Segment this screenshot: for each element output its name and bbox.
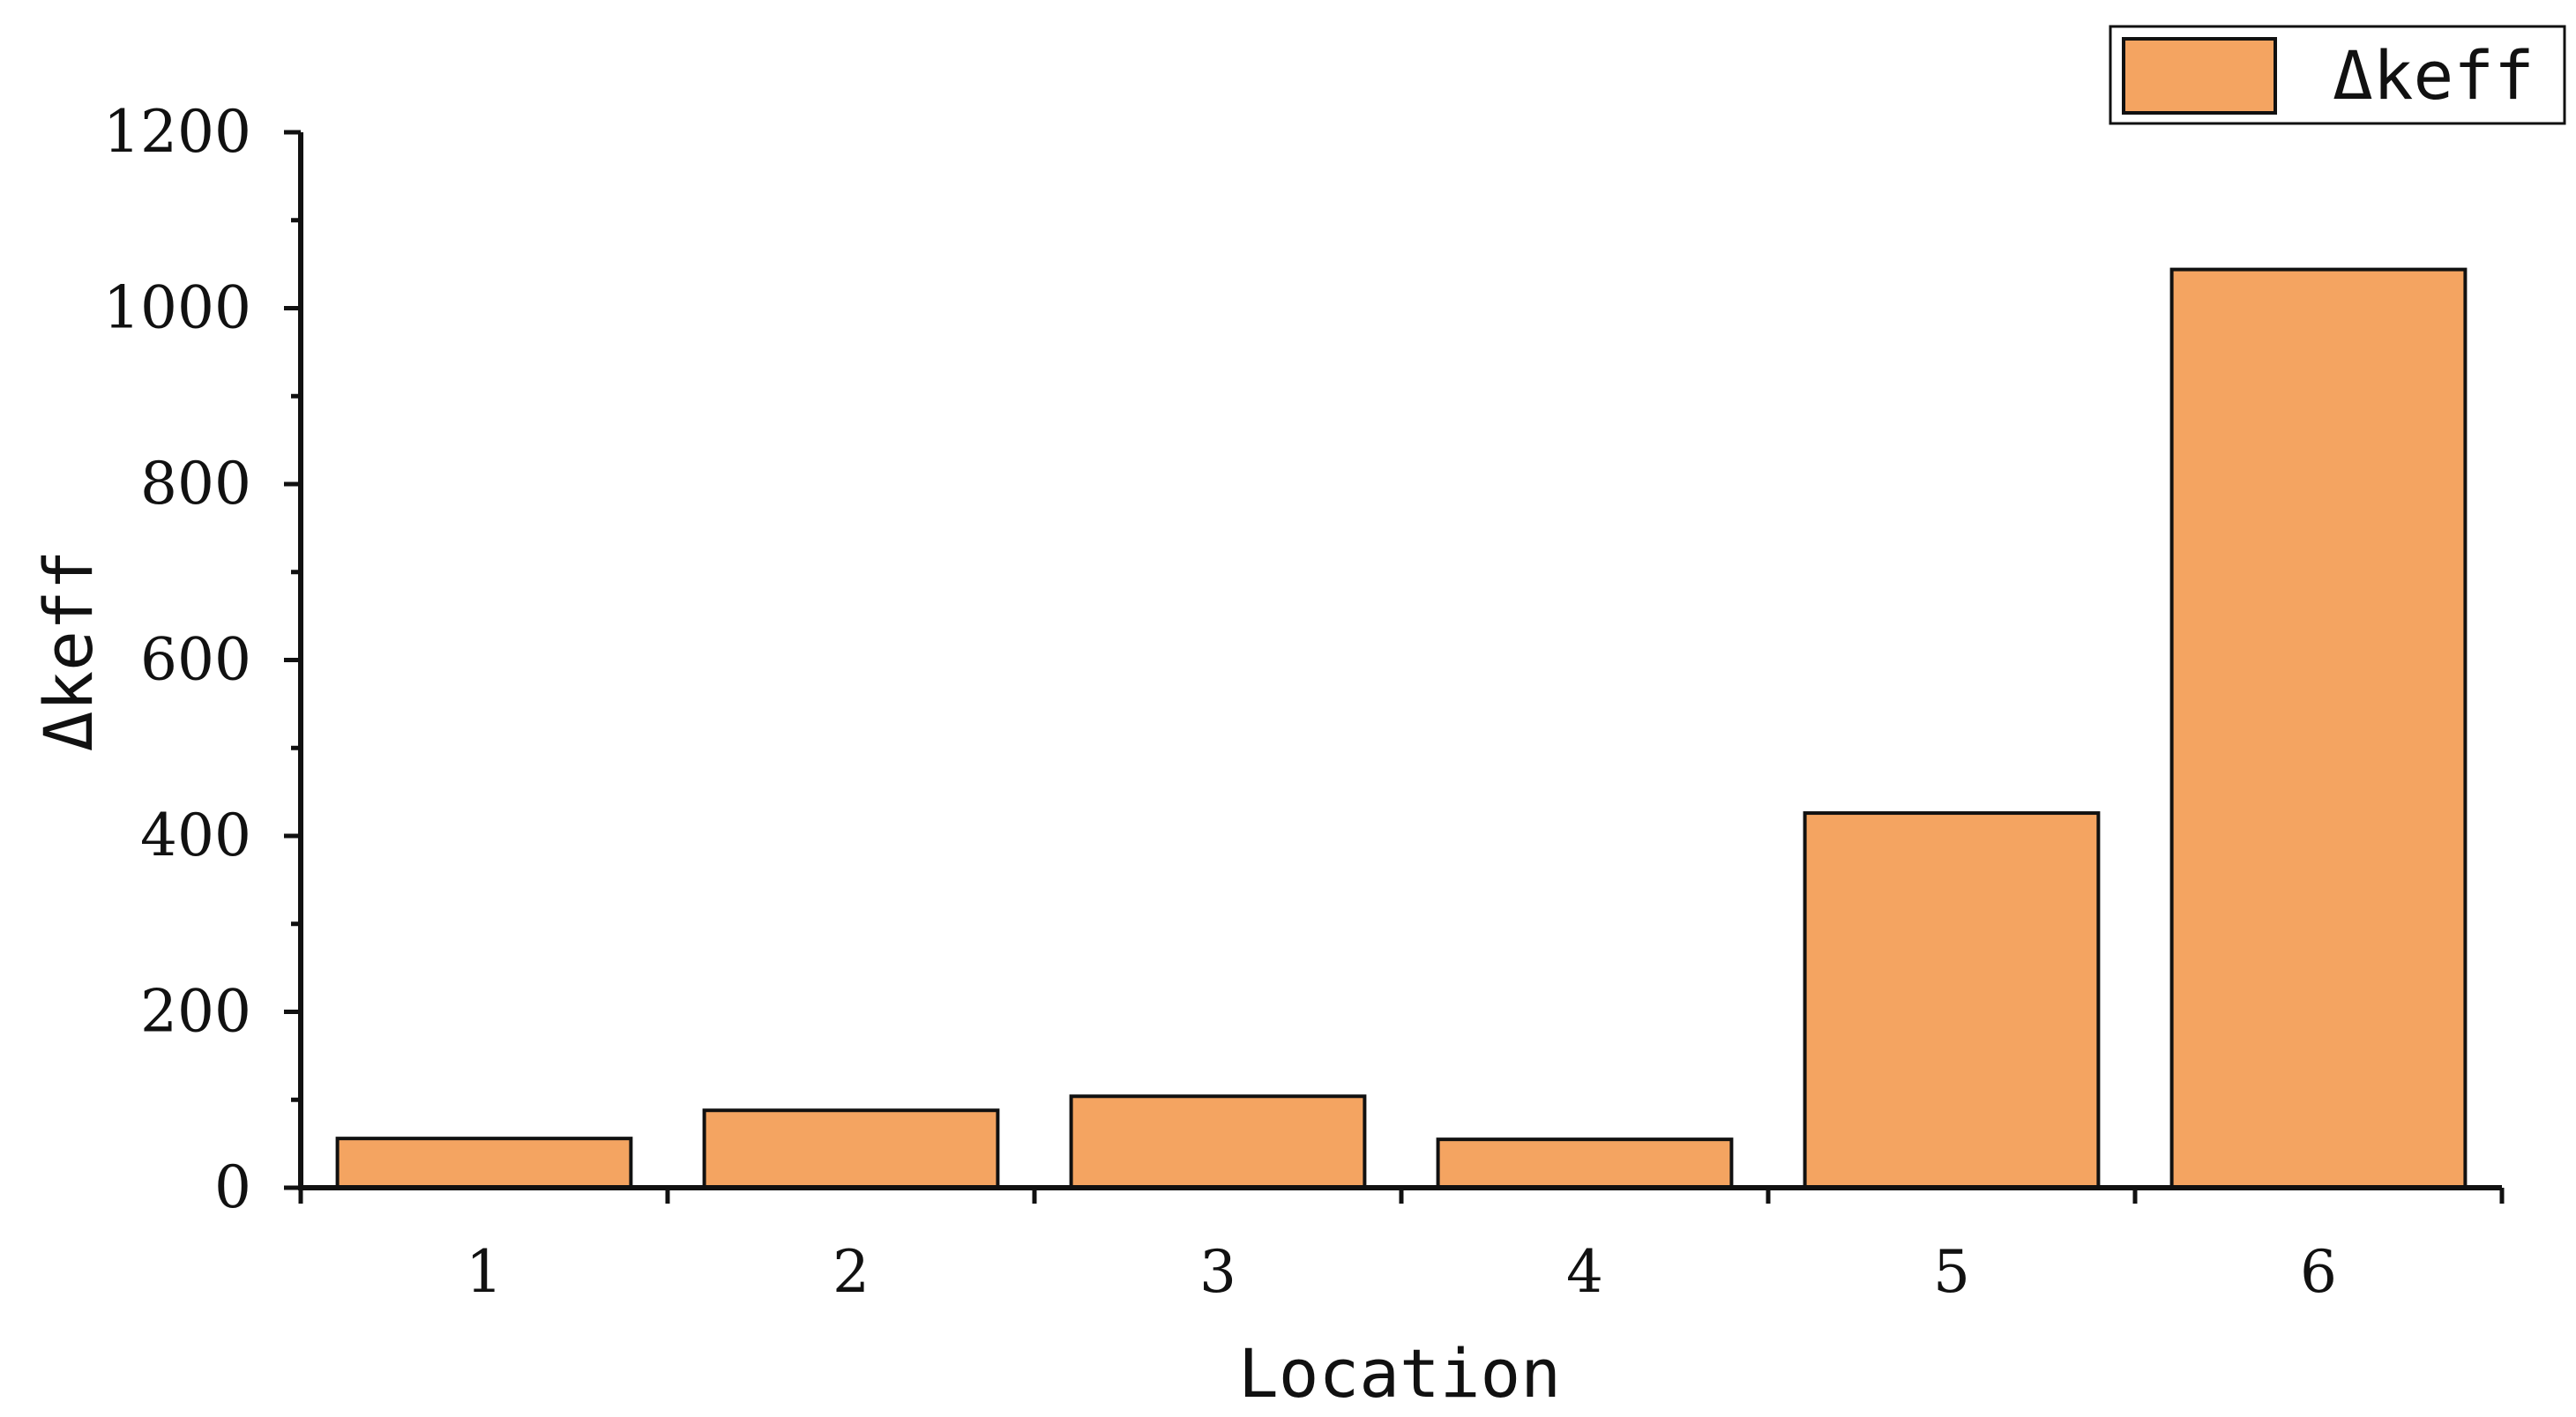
y-tick-label: 800 [140, 450, 251, 518]
x-tick-label: 3 [1199, 1238, 1236, 1306]
legend-swatch [2122, 37, 2277, 115]
x-tick-label: 2 [833, 1238, 870, 1306]
x-tick-label: 6 [2300, 1238, 2337, 1306]
y-tick-label: 1000 [103, 274, 251, 342]
legend-label: Δkeff [2333, 36, 2535, 115]
y-ticks-group: 0 200 400 600 800 1000 1200 [103, 98, 301, 1221]
x-ticks-group: 1 2 3 4 5 6 [298, 1188, 2505, 1306]
x-tick-label: 5 [1933, 1238, 1970, 1306]
y-axis-title: Δkeff [29, 550, 108, 752]
bar-location-1 [335, 1137, 633, 1190]
bar-location-3 [1069, 1094, 1367, 1190]
y-tick-label: 600 [140, 626, 251, 694]
bars-group [335, 267, 2468, 1190]
bar-location-2 [702, 1108, 1000, 1190]
bar-location-5 [1803, 811, 2101, 1190]
y-tick-label: 1200 [103, 98, 251, 166]
y-tick-label: 400 [140, 802, 251, 869]
x-axis-title: Location [1238, 1334, 1561, 1413]
bar-location-4 [1436, 1137, 1734, 1190]
y-tick-label: 0 [214, 1153, 251, 1221]
x-tick-label: 4 [1566, 1238, 1603, 1306]
y-tick-label: 200 [140, 978, 251, 1046]
bar-location-6 [2169, 267, 2468, 1190]
x-tick-label: 1 [466, 1238, 503, 1306]
legend: Δkeff [2109, 25, 2566, 125]
